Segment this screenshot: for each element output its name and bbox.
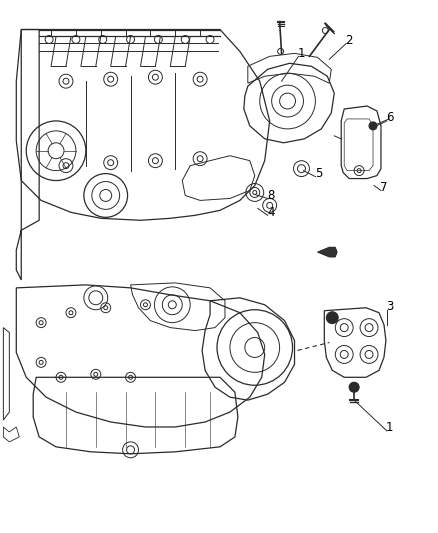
Circle shape [349,382,359,392]
Text: 5: 5 [314,167,322,180]
Text: 1: 1 [386,422,394,434]
Circle shape [326,312,338,324]
Text: 4: 4 [267,206,275,219]
Text: 7: 7 [380,181,388,194]
Text: 8: 8 [267,189,274,202]
Text: 2: 2 [346,34,353,47]
Text: 6: 6 [386,111,394,124]
Text: 3: 3 [386,300,394,313]
Polygon shape [318,247,337,257]
Text: 1: 1 [298,47,305,60]
Circle shape [369,122,377,130]
